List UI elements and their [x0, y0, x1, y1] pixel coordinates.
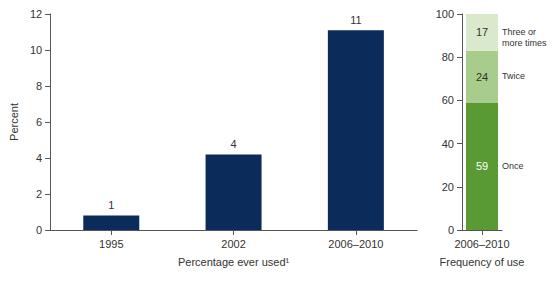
- svg-text:4: 4: [231, 138, 237, 150]
- svg-text:80: 80: [442, 51, 454, 63]
- svg-text:0: 0: [36, 224, 42, 236]
- svg-text:1: 1: [108, 199, 114, 211]
- svg-text:59: 59: [476, 160, 488, 172]
- svg-text:2: 2: [36, 188, 42, 200]
- svg-text:Twice: Twice: [502, 71, 525, 81]
- svg-text:2006–2010: 2006–2010: [328, 238, 383, 250]
- svg-text:more times: more times: [502, 38, 547, 48]
- svg-text:Three or: Three or: [502, 27, 539, 37]
- svg-text:11: 11: [350, 14, 361, 26]
- svg-text:10: 10: [30, 44, 42, 56]
- svg-text:4: 4: [36, 152, 42, 164]
- svg-text:2002: 2002: [221, 238, 245, 250]
- svg-text:40: 40: [442, 138, 454, 150]
- svg-text:0: 0: [448, 224, 454, 236]
- svg-text:100: 100: [436, 8, 454, 20]
- svg-text:Frequency of use: Frequency of use: [440, 256, 525, 268]
- svg-text:Percentage ever used¹: Percentage ever used¹: [178, 256, 290, 268]
- svg-text:Once: Once: [502, 161, 524, 171]
- svg-text:17: 17: [476, 26, 488, 38]
- svg-text:8: 8: [36, 80, 42, 92]
- svg-text:20: 20: [442, 181, 454, 193]
- svg-text:12: 12: [30, 8, 42, 20]
- svg-text:Percent: Percent: [8, 103, 20, 141]
- svg-text:24: 24: [476, 71, 488, 83]
- svg-text:6: 6: [36, 116, 42, 128]
- svg-text:60: 60: [442, 94, 454, 106]
- svg-text:2006–2010: 2006–2010: [454, 238, 509, 250]
- svg-text:1995: 1995: [99, 238, 123, 250]
